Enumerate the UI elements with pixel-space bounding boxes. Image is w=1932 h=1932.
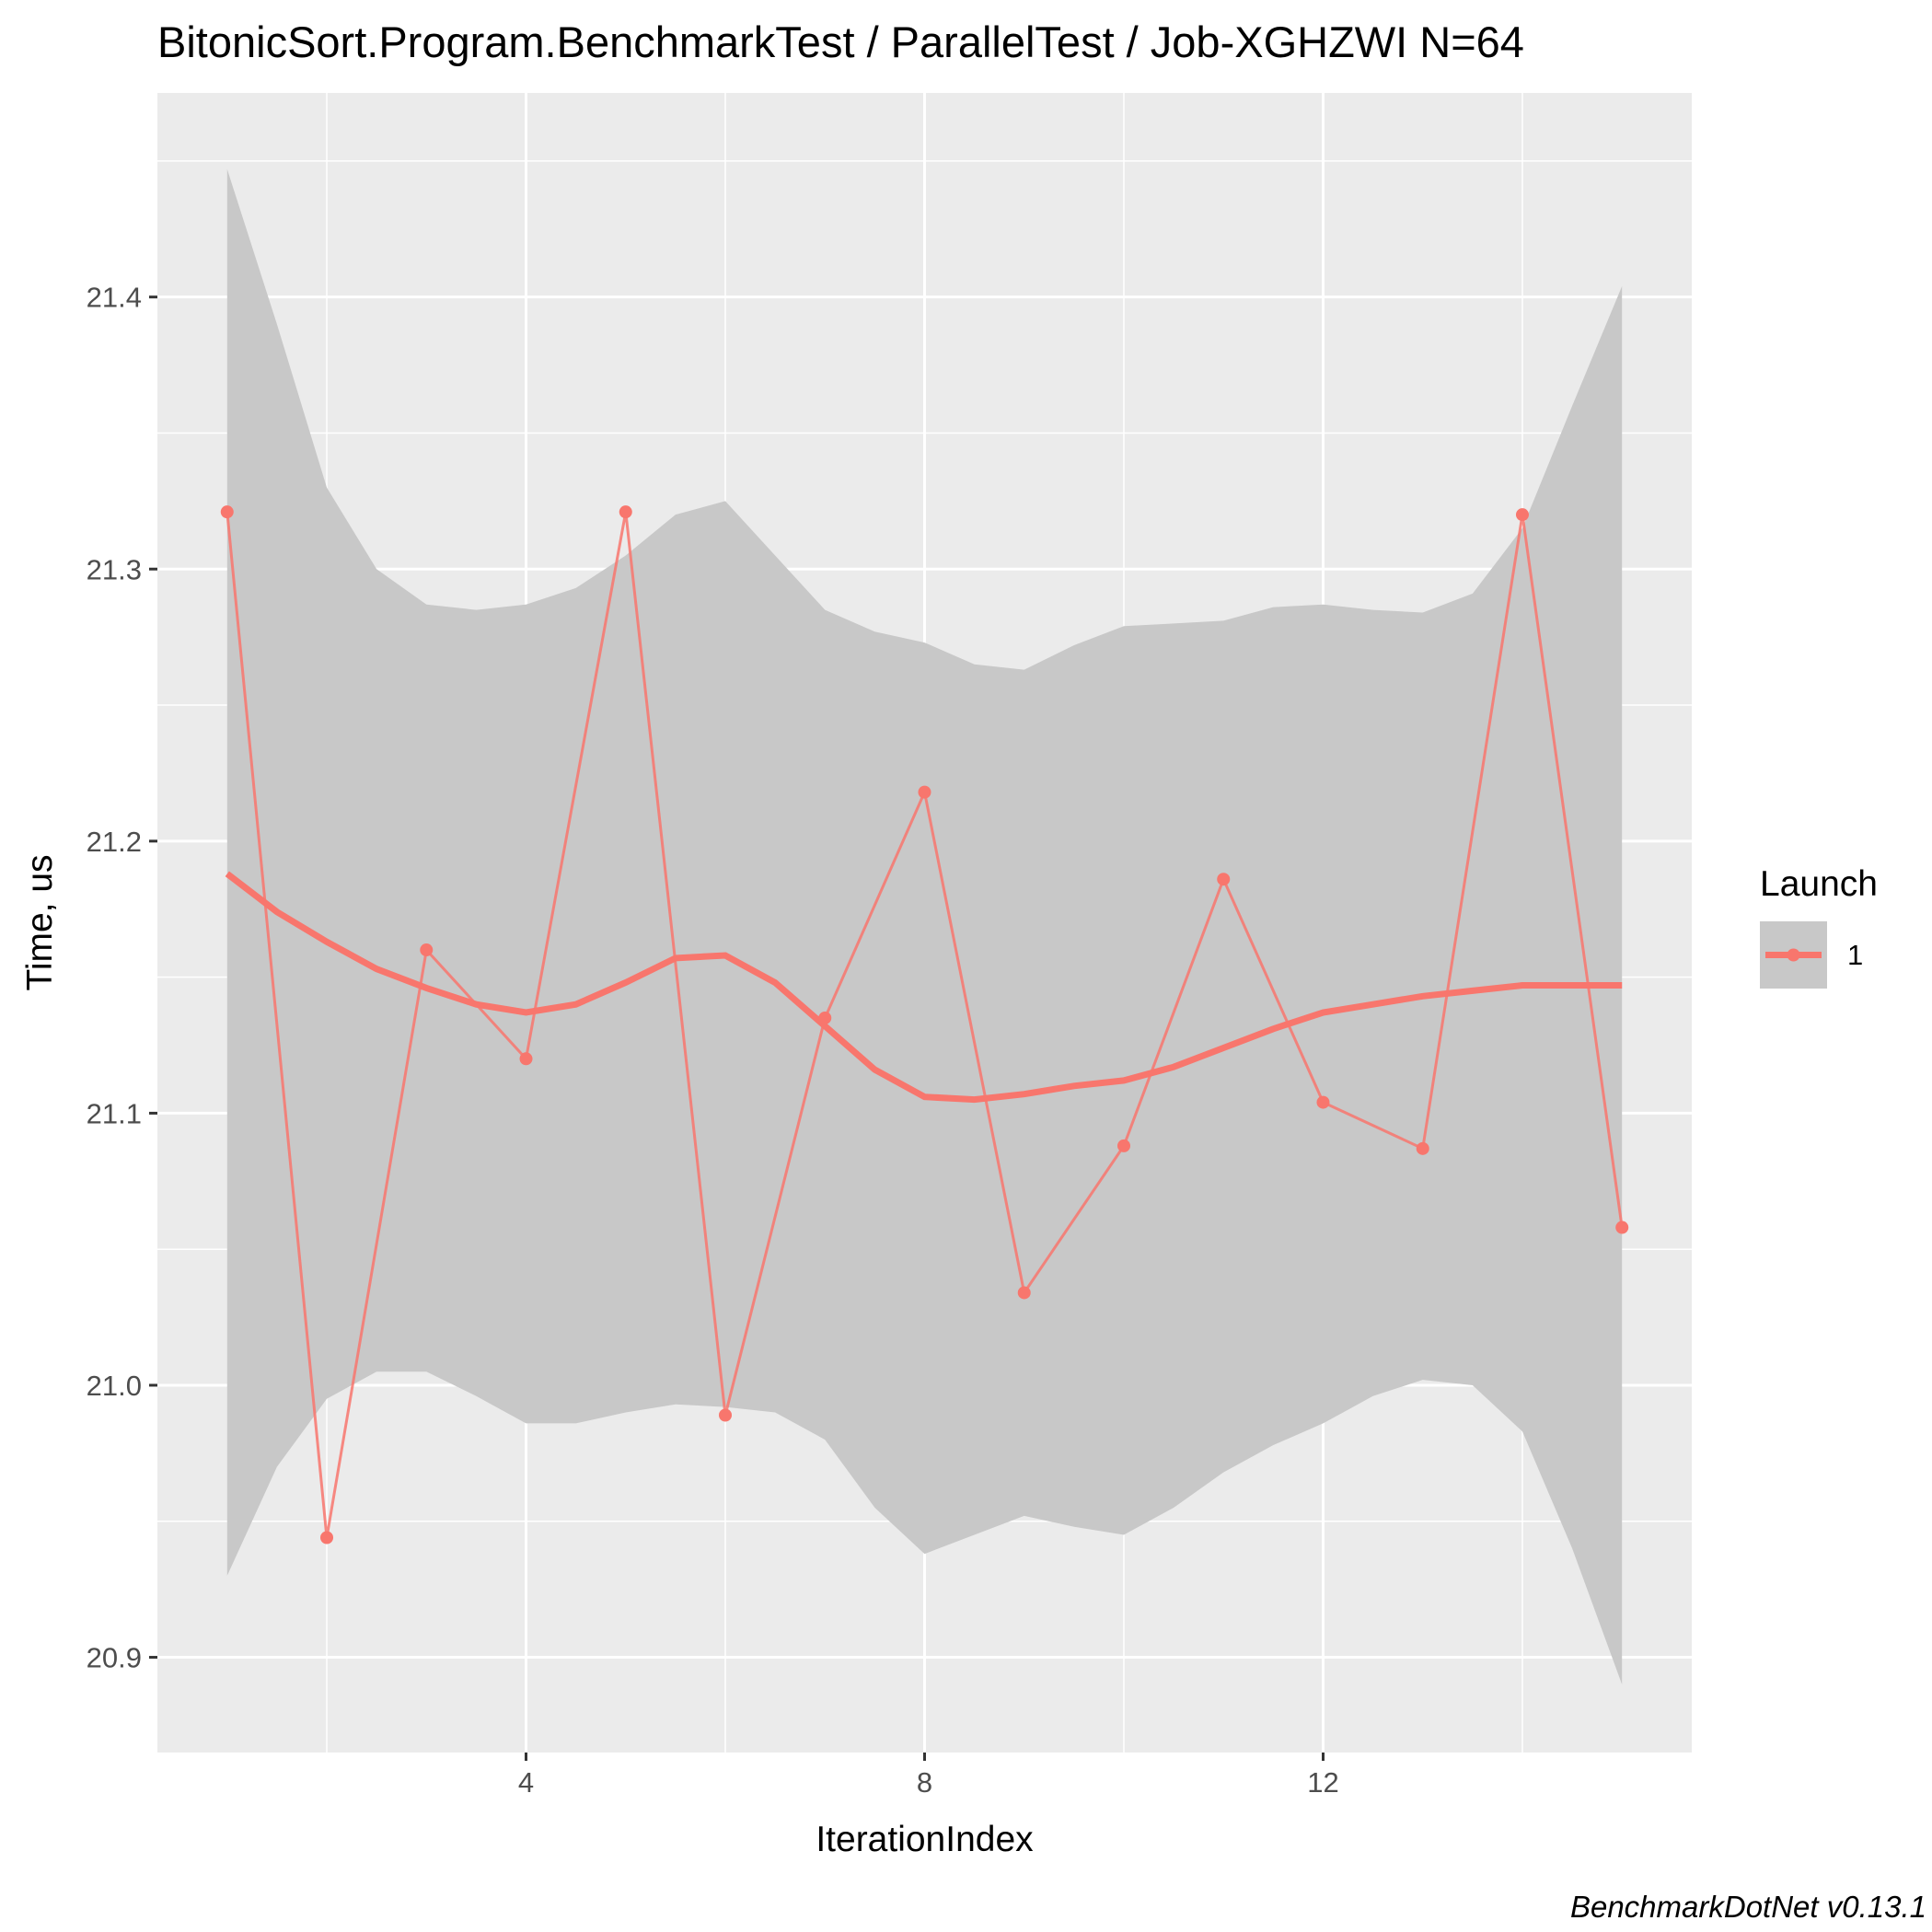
chart-title: BitonicSort.Program.BenchmarkTest / Para… xyxy=(157,17,1524,66)
data-point xyxy=(1017,1286,1031,1300)
data-point xyxy=(818,1011,832,1024)
y-tick-label: 21.2 xyxy=(87,826,142,858)
data-point xyxy=(1416,1141,1429,1155)
data-point xyxy=(719,1408,733,1422)
y-tick-label: 21.4 xyxy=(87,282,142,314)
legend-entry-label: 1 xyxy=(1847,939,1863,971)
y-axis-title: Time, us xyxy=(20,854,60,990)
x-axis: 4 8 12 xyxy=(518,1753,1339,1799)
y-tick-label: 20.9 xyxy=(87,1642,142,1674)
data-point xyxy=(1515,508,1529,522)
data-point xyxy=(1615,1221,1629,1234)
legend-key-point xyxy=(1787,948,1800,962)
x-tick-label: 12 xyxy=(1307,1766,1338,1799)
data-point xyxy=(320,1531,334,1544)
data-point xyxy=(1217,873,1231,886)
data-points xyxy=(220,505,1629,1544)
x-axis-title: IterationIndex xyxy=(816,1820,1034,1859)
smooth-line-1 xyxy=(225,871,1623,1104)
confidence-ribbon xyxy=(226,168,1623,1685)
y-tick-label: 21.1 xyxy=(87,1097,142,1129)
data-point xyxy=(619,505,632,519)
y-tick-label: 21.0 xyxy=(87,1370,142,1402)
x-tick-label: 8 xyxy=(917,1766,932,1799)
legend: Launch 1 xyxy=(1760,864,1878,989)
data-point xyxy=(420,943,434,957)
legend-title: Launch xyxy=(1760,864,1878,904)
data-point xyxy=(519,1052,533,1066)
data-point xyxy=(1116,1139,1130,1152)
x-tick-label: 4 xyxy=(518,1766,534,1799)
y-tick-label: 21.3 xyxy=(87,553,142,585)
data-point xyxy=(918,785,931,799)
y-axis: 20.9 21.0 21.1 21.2 21.3 21.4 xyxy=(87,282,157,1674)
data-point xyxy=(220,505,234,519)
data-point xyxy=(1316,1095,1330,1109)
chart-caption: BenchmarkDotNet v0.13.1 xyxy=(1570,1890,1926,1924)
